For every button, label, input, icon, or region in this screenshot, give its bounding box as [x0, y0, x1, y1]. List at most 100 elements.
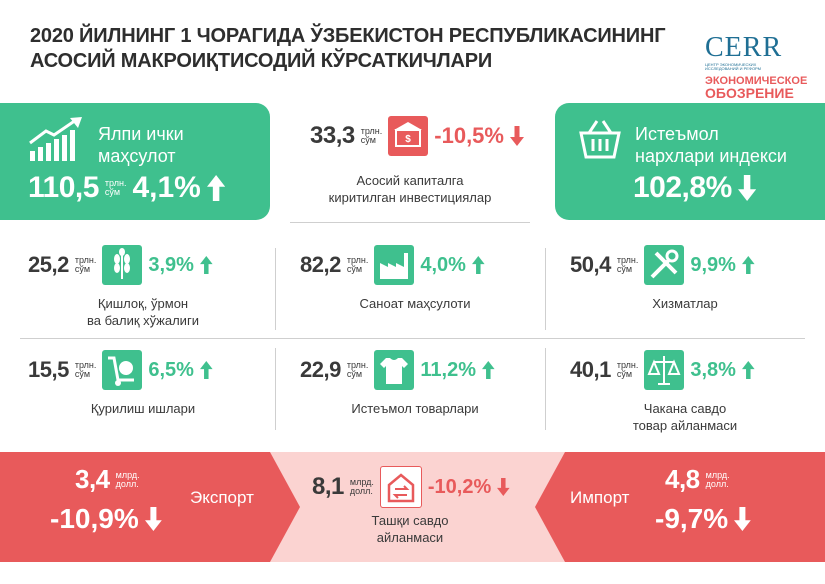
change: 4,1%	[132, 171, 201, 204]
unit: трлн. сўм	[617, 256, 639, 274]
cpi-card: Истеъмол нархлари индекси 102,8%	[555, 103, 825, 220]
value: 40,1	[570, 357, 611, 382]
change: 3,9%	[148, 253, 194, 276]
label-line: ва балиқ хўжалиги	[87, 313, 199, 328]
import-change: -9,7%	[655, 503, 751, 535]
arrow-shape	[199, 256, 213, 274]
logo-sub-line: ЭКОНОМИЧЕСКОЕ	[705, 75, 808, 87]
separator	[545, 348, 546, 430]
investment-row: 33,3 трлн. сўм $ -10,5%	[310, 116, 524, 156]
change: 9,9%	[690, 253, 736, 276]
indicator-row: 22,9 трлн. сўм 11,2%	[300, 350, 495, 390]
title-line: 2020 ЙИЛНИНГ 1 ЧОРАГИДА ЎЗБЕКИСТОН РЕСПУ…	[30, 25, 666, 47]
value: 110,5	[28, 171, 99, 204]
arrow-shape	[737, 175, 756, 201]
indicator-row: 40,1 трлн. сўм 3,8%	[570, 350, 755, 390]
investment-label: Асосий капиталга киритилган инвестицияла…	[290, 172, 530, 206]
separator	[275, 348, 276, 430]
unit-line: сўм	[346, 264, 363, 274]
trade-label: Ташқи савдо айланмаси	[310, 512, 510, 546]
icon	[102, 350, 143, 390]
unit: трлн. сўм	[105, 179, 127, 197]
import-row: 4,8 млрд. долл.	[665, 464, 730, 495]
logo: CERR ЦЕНТР ЭКОНОМИЧЕСКИХ ИССЛЕДОВАНИЙ И Р…	[705, 34, 808, 101]
trend-arrow	[497, 478, 510, 496]
unit-line: сўм	[616, 369, 633, 379]
indicator-label: Қишлоқ, ўрмон ва балиқ хўжалиги	[8, 295, 278, 329]
trend-arrow	[509, 126, 524, 146]
indicator-row: 15,5 трлн. сўм 6,5%	[28, 350, 213, 390]
arrow-shape	[206, 175, 226, 201]
logo-sub-line: ОБОЗРЕНИЕ	[705, 85, 794, 101]
unit-line: долл.	[349, 486, 373, 496]
import-label: Импорт	[570, 488, 630, 507]
gdp-row: 110,5 трлн. сўм 4,1%	[28, 171, 226, 205]
export-label: Экспорт	[190, 488, 254, 507]
icon: $	[388, 116, 429, 156]
unit-line: сўм	[104, 187, 121, 197]
unit: трлн. сўм	[347, 361, 369, 379]
unit-line: сўм	[74, 369, 91, 379]
cpi-label: Истеъмол нархлари индекси	[635, 123, 787, 167]
trend-arrow	[471, 256, 485, 274]
indicator-row: 25,2 трлн. сўм 3,9%	[28, 245, 213, 285]
icon	[644, 350, 685, 390]
unit-line: сўм	[616, 264, 633, 274]
value: 3,4	[75, 464, 110, 494]
unit-line: сўм	[360, 135, 376, 145]
change: 4,0%	[420, 253, 466, 276]
tagline-line: ИССЛЕДОВАНИЙ И РЕФОРМ	[705, 66, 762, 71]
label-line: товар айланмаси	[632, 418, 738, 433]
icon	[374, 245, 415, 285]
unit-line: сўм	[74, 264, 91, 274]
label-line: Саноат маҳсулоти	[359, 296, 471, 311]
cpi-row: 102,8%	[633, 171, 756, 205]
label-line: маҳсулот	[98, 146, 176, 166]
arrow-shape	[471, 256, 485, 274]
unit-line: трлн.	[74, 255, 97, 265]
unit-line: трлн.	[74, 360, 97, 370]
indicator-row: 82,2 трлн. сўм 4,0%	[300, 245, 485, 285]
export-row: 3,4 млрд. долл.	[75, 464, 140, 495]
trend-arrow	[481, 361, 495, 379]
change: 6,5%	[148, 358, 194, 381]
separator	[545, 248, 546, 330]
unit: трлн. сўм	[617, 361, 639, 379]
value: 4,8	[665, 464, 700, 494]
label-line: Қишлоқ, ўрмон	[97, 296, 189, 311]
icon-glyph	[647, 356, 681, 385]
trade-row: 8,1 млрд. долл. -10,2%	[312, 466, 510, 508]
trend-arrow	[144, 507, 162, 531]
arrow-shape	[741, 361, 755, 379]
separator	[275, 248, 276, 330]
unit-line: трлн.	[616, 360, 639, 370]
tagline-line: ЦЕНТР ЭКОНОМИЧЕСКИХ	[705, 62, 757, 67]
arrow-shape	[481, 361, 495, 379]
unit-line: трлн.	[616, 255, 639, 265]
icon	[644, 245, 685, 285]
label-line: Қурилиш ишлари	[90, 401, 196, 416]
unit-line: трлн.	[346, 360, 369, 370]
label-line: Ялпи ички	[98, 124, 184, 144]
indicator-row: 50,4 трлн. сўм 9,9%	[570, 245, 755, 285]
trend-arrow	[199, 361, 213, 379]
label-line: Истеъмол	[635, 124, 719, 144]
unit: трлн. сўм	[361, 127, 383, 145]
unit: трлн. сўм	[75, 256, 97, 274]
icon-glyph	[650, 249, 679, 279]
icon-glyph	[108, 356, 135, 386]
title-line: АСОСИЙ МАКРОИҚТИСОДИЙ КЎРСАТКИЧЛАРИ	[30, 50, 493, 72]
change: -10,9%	[50, 503, 139, 534]
indicator-label: Қурилиш ишлари	[8, 400, 278, 417]
arrow-shape	[144, 507, 162, 531]
arrow-shape	[741, 256, 755, 274]
trade-band	[0, 452, 825, 562]
unit-line: сўм	[346, 369, 363, 379]
icon	[374, 350, 415, 390]
value: 82,2	[300, 252, 341, 277]
unit: трлн. сўм	[75, 361, 97, 379]
change: 11,2%	[420, 358, 476, 381]
label-line: Чакана савдо	[643, 401, 727, 416]
value: 25,2	[28, 252, 69, 277]
value: 33,3	[310, 122, 355, 149]
